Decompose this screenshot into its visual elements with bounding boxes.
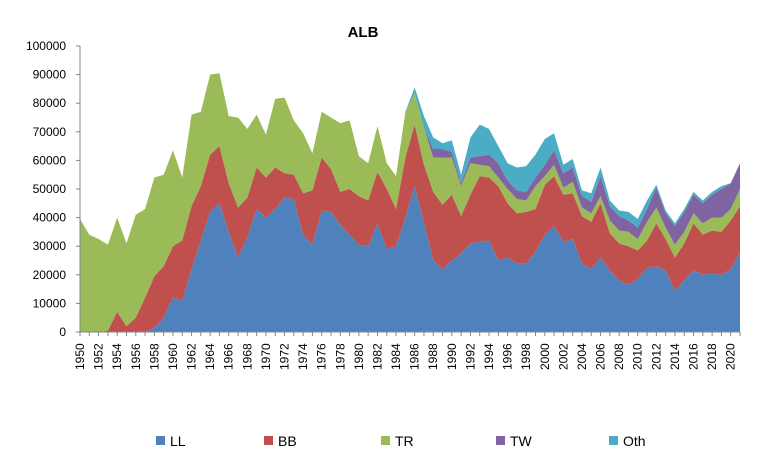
x-tick-label: 2010 xyxy=(631,343,645,370)
x-tick-label: 1994 xyxy=(482,343,496,370)
x-tick-label: 2018 xyxy=(705,343,719,370)
x-tick-label: 1974 xyxy=(296,343,310,370)
y-tick-label: 20000 xyxy=(33,268,67,282)
x-tick-label: 1998 xyxy=(519,343,533,370)
x-tick-label: 1956 xyxy=(129,343,143,370)
legend-swatch-bb xyxy=(264,436,273,445)
legend-label-oth: Oth xyxy=(623,433,646,449)
legend-swatch-ll xyxy=(156,436,165,445)
x-tick-label: 1972 xyxy=(278,343,292,370)
legend-swatch-tr xyxy=(381,436,390,445)
y-tick-label: 60000 xyxy=(33,153,67,167)
x-tick-label: 2014 xyxy=(668,343,682,370)
y-tick-label: 70000 xyxy=(33,125,67,139)
axes: 0 10000 20000 30000 40000 50000 60000 70000 8000… xyxy=(26,39,741,370)
y-tick-label: 90000 xyxy=(33,68,67,82)
x-tick-label: 2000 xyxy=(538,343,552,370)
x-tick-label: 1966 xyxy=(222,343,236,370)
legend-label-ll: LL xyxy=(170,433,186,449)
legend-label-tr: TR xyxy=(395,433,414,449)
legend: LL BB TR TW Oth xyxy=(156,433,646,449)
legend-swatch-oth xyxy=(609,436,618,445)
y-tick-label: 100000 xyxy=(26,39,66,53)
plot-areas xyxy=(80,73,740,333)
legend-label-bb: BB xyxy=(278,433,297,449)
x-tick-label: 1954 xyxy=(110,343,124,370)
x-tick-label: 1962 xyxy=(185,343,199,370)
y-tick-label: 80000 xyxy=(33,96,67,110)
y-tick-label: 40000 xyxy=(33,211,67,225)
area-series-tr xyxy=(80,73,740,333)
y-tick-label: 30000 xyxy=(33,239,67,253)
x-tick-label: 1982 xyxy=(370,343,384,370)
x-tick-label: 2008 xyxy=(612,343,626,370)
x-tick-label: 1968 xyxy=(240,343,254,370)
x-tick-label: 1970 xyxy=(259,343,273,370)
y-tick-label: 50000 xyxy=(33,182,67,196)
x-tick-label: 1978 xyxy=(333,343,347,370)
area-series-bb xyxy=(80,124,740,333)
x-tick-label: 2004 xyxy=(575,343,589,370)
legend-label-tw: TW xyxy=(510,433,533,449)
x-tick-label: 1958 xyxy=(147,343,161,370)
chart-title: ALB xyxy=(347,24,379,41)
x-tick-label: 1984 xyxy=(389,343,403,370)
x-tick-label: 2002 xyxy=(556,343,570,370)
x-tick-label: 2016 xyxy=(687,343,701,370)
x-tick-label: 1992 xyxy=(463,343,477,370)
x-tick-label: 2006 xyxy=(594,343,608,370)
x-tick-label: 1952 xyxy=(92,343,106,370)
area-series-tw xyxy=(80,73,740,245)
x-tick-label: 1950 xyxy=(73,343,87,370)
x-tick-label: 1990 xyxy=(445,343,459,370)
legend-swatch-tw xyxy=(496,436,505,445)
x-tick-label: 1996 xyxy=(501,343,515,370)
x-tick-label: 1976 xyxy=(315,343,329,370)
y-tick-label: 10000 xyxy=(33,296,67,310)
x-tick-label: 1964 xyxy=(203,343,217,370)
y-tick-label: 0 xyxy=(59,325,66,339)
area-series-ll xyxy=(80,186,740,332)
x-tick-label: 2012 xyxy=(649,343,663,370)
x-tick-label: 1988 xyxy=(426,343,440,370)
x-tick-label: 1980 xyxy=(352,343,366,370)
x-tick-label: 1960 xyxy=(166,343,180,370)
x-tick-label: 2020 xyxy=(724,343,738,370)
x-tick-label: 1986 xyxy=(408,343,422,370)
